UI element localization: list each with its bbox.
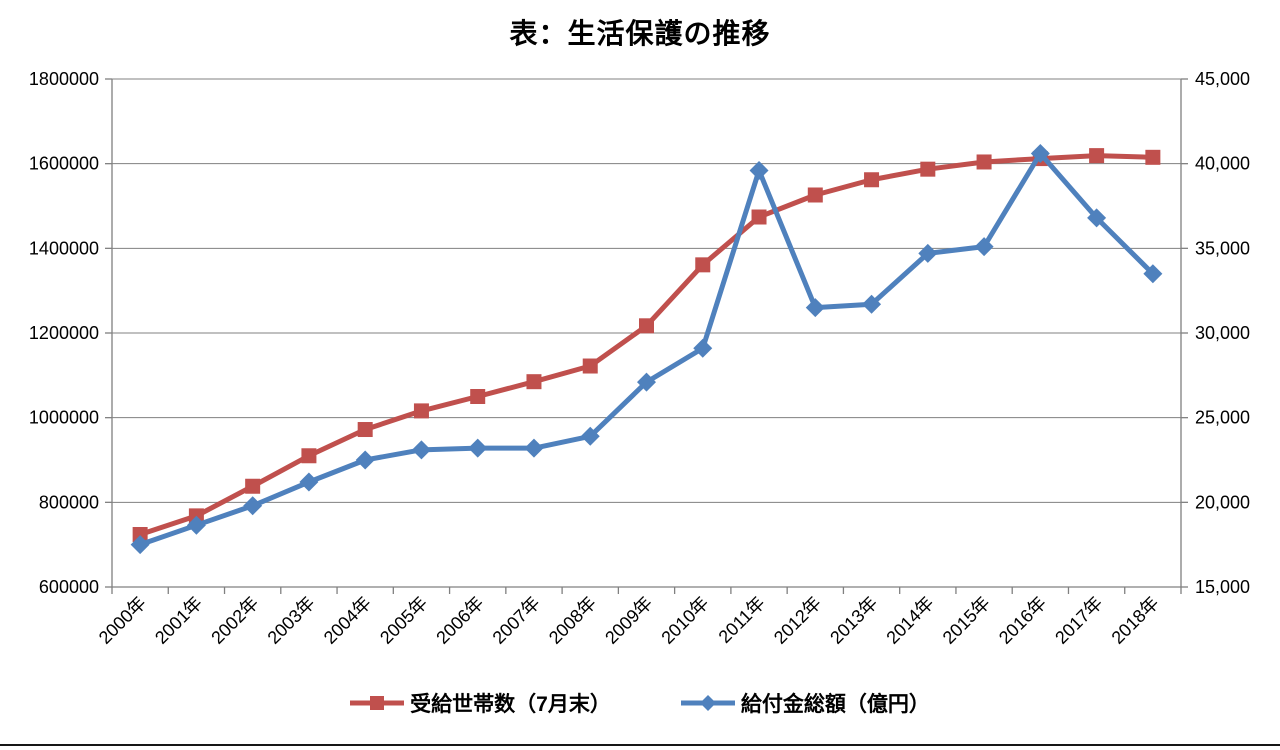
right-axis-label: 45,000 — [1195, 69, 1250, 89]
red-square-marker-icon — [350, 696, 405, 710]
square-marker — [526, 374, 542, 390]
square-marker — [301, 448, 317, 464]
square-marker — [245, 478, 261, 494]
square-marker — [132, 527, 148, 543]
legend-item-households: 受給世帯数（7月末） — [350, 688, 611, 718]
right-axis-label: 15,000 — [1195, 577, 1250, 597]
square-marker — [413, 403, 429, 419]
legend-item-benefits: 給付金総額（億円） — [680, 688, 930, 718]
diamond-marker — [411, 440, 431, 460]
x-axis-label: 2009年 — [601, 593, 656, 648]
square-marker — [976, 154, 992, 170]
right-axis-label: 35,000 — [1195, 238, 1250, 258]
diamond-marker — [862, 294, 882, 314]
x-axis-label: 2012年 — [770, 593, 825, 648]
square-marker — [695, 257, 711, 273]
left-axis-label: 800000 — [39, 492, 99, 512]
diamond-marker — [186, 515, 206, 535]
diamond-marker — [637, 372, 656, 392]
diamond-marker — [805, 298, 825, 318]
diamond-marker — [524, 438, 544, 458]
right-axis-label: 40,000 — [1195, 154, 1250, 174]
left-axis-label: 1600000 — [29, 154, 99, 174]
chart-legend: 受給世帯数（7月末） 給付金総額（億円） — [0, 688, 1280, 718]
left-axis-label: 1400000 — [29, 238, 99, 258]
square-marker — [582, 358, 598, 374]
diamond-marker — [299, 472, 319, 492]
square-marker — [1145, 149, 1161, 165]
x-axis-label: 2011年 — [715, 593, 769, 647]
diamond-marker — [468, 438, 488, 458]
x-axis-label: 2015年 — [939, 593, 994, 648]
x-axis-label: 2006年 — [432, 593, 487, 648]
right-axis-label: 25,000 — [1195, 408, 1250, 428]
x-axis-label: 2000年 — [95, 593, 150, 648]
square-marker — [639, 318, 654, 334]
diamond-marker — [974, 237, 994, 257]
diamond-marker — [580, 426, 600, 446]
diamond-marker — [355, 450, 375, 470]
legend-label-benefits: 給付金総額（億円） — [740, 693, 930, 716]
axis-ticks — [105, 78, 1188, 594]
series-benefits — [130, 144, 1163, 555]
gridlines — [112, 78, 1181, 503]
square-marker — [1089, 148, 1105, 164]
legend-label-households: 受給世帯数（7月末） — [410, 693, 611, 716]
series-households — [132, 148, 1161, 543]
x-axis-label: 2008年 — [545, 593, 600, 648]
diamond-marker — [243, 496, 263, 516]
x-axis-label: 2004年 — [320, 593, 375, 648]
bottom-divider — [0, 744, 1280, 746]
y-axis-labels: 600000 800000 1000000 1200000 1400000 1600000… — [29, 69, 1250, 597]
chart-title: 表：生活保護の推移 — [509, 18, 771, 49]
x-axis-label: 2014年 — [882, 593, 937, 648]
diamond-marker — [1143, 264, 1163, 284]
x-axis-label: 2001年 — [151, 593, 206, 648]
x-axis-label: 2010年 — [657, 593, 712, 648]
x-axis-label: 2018年 — [1108, 593, 1163, 648]
square-marker — [920, 161, 936, 177]
left-axis-label: 1800000 — [29, 69, 99, 89]
square-marker — [864, 172, 880, 188]
x-axis-labels: 2000年 2001年 2002年 2003年 2004年 2005年 2006年 2007年… — [95, 593, 1163, 648]
left-axis-label: 1200000 — [29, 323, 99, 343]
series-line — [137, 153, 1156, 538]
x-axis-label: 2003年 — [264, 593, 319, 648]
diamond-marker — [749, 160, 769, 180]
series-line — [137, 151, 1156, 548]
x-axis-label: 2013年 — [826, 593, 881, 648]
diamond-marker — [693, 338, 713, 358]
left-axis-label: 1000000 — [29, 408, 99, 428]
diamond-marker — [918, 243, 938, 263]
x-axis-label: 2005年 — [376, 593, 431, 648]
square-marker — [807, 187, 823, 203]
diamond-marker — [1030, 144, 1050, 164]
square-marker — [357, 422, 373, 438]
right-axis-label: 20,000 — [1195, 492, 1250, 512]
x-axis-label: 2007年 — [489, 593, 544, 648]
square-marker — [470, 389, 486, 404]
diamond-marker — [1087, 208, 1107, 228]
right-axis-label: 30,000 — [1195, 323, 1250, 343]
x-axis-label: 2002年 — [207, 593, 262, 648]
x-axis-label: 2017年 — [1051, 593, 1106, 648]
square-marker — [751, 209, 767, 225]
x-axis-label: 2016年 — [995, 593, 1050, 648]
diamond-marker — [130, 535, 150, 555]
blue-diamond-marker-icon — [680, 695, 735, 711]
left-axis-label: 600000 — [39, 577, 99, 597]
